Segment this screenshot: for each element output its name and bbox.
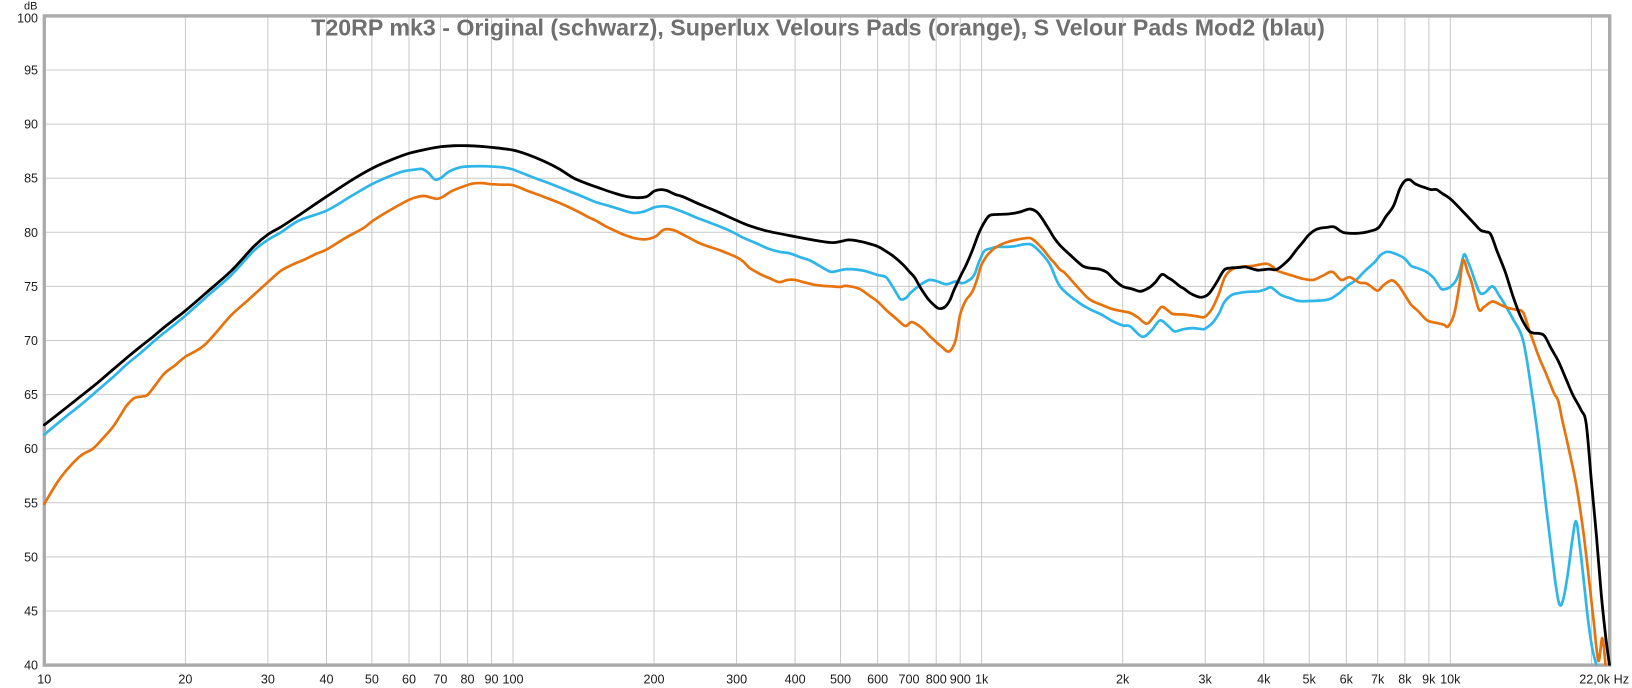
svg-text:85: 85 [24, 172, 38, 186]
svg-text:90: 90 [24, 118, 38, 132]
svg-text:100: 100 [17, 11, 38, 25]
svg-text:500: 500 [830, 672, 851, 686]
svg-text:65: 65 [24, 388, 38, 402]
svg-text:95: 95 [24, 64, 38, 78]
svg-text:90: 90 [484, 672, 498, 686]
svg-text:9k: 9k [1422, 672, 1436, 686]
svg-text:3k: 3k [1199, 672, 1213, 686]
svg-text:40: 40 [24, 659, 38, 673]
svg-text:1k: 1k [975, 672, 989, 686]
svg-text:7k: 7k [1371, 672, 1385, 686]
svg-text:800: 800 [926, 672, 947, 686]
svg-text:700: 700 [898, 672, 919, 686]
svg-text:30: 30 [261, 672, 275, 686]
svg-text:900: 900 [950, 672, 971, 686]
svg-text:60: 60 [402, 672, 416, 686]
svg-text:4k: 4k [1257, 672, 1271, 686]
svg-text:dB: dB [24, 0, 37, 12]
svg-text:22,0k Hz: 22,0k Hz [1579, 672, 1629, 686]
svg-text:100: 100 [502, 672, 523, 686]
svg-text:50: 50 [24, 550, 38, 564]
svg-text:40: 40 [319, 672, 333, 686]
svg-text:20: 20 [178, 672, 192, 686]
svg-text:70: 70 [24, 334, 38, 348]
svg-text:80: 80 [460, 672, 474, 686]
svg-text:45: 45 [24, 605, 38, 619]
svg-text:400: 400 [785, 672, 806, 686]
svg-text:8k: 8k [1398, 672, 1412, 686]
svg-text:60: 60 [24, 442, 38, 456]
svg-text:70: 70 [433, 672, 447, 686]
svg-text:10: 10 [37, 672, 51, 686]
svg-text:50: 50 [365, 672, 379, 686]
svg-text:T20RP mk3 - Original (schwarz): T20RP mk3 - Original (schwarz), Superlux… [311, 14, 1325, 40]
svg-text:75: 75 [24, 280, 38, 294]
svg-text:55: 55 [24, 496, 38, 510]
svg-text:2k: 2k [1116, 672, 1130, 686]
svg-text:80: 80 [24, 226, 38, 240]
svg-text:5k: 5k [1303, 672, 1317, 686]
svg-text:200: 200 [643, 672, 664, 686]
svg-text:600: 600 [867, 672, 888, 686]
svg-text:300: 300 [726, 672, 747, 686]
svg-text:6k: 6k [1340, 672, 1354, 686]
svg-text:10k: 10k [1440, 672, 1461, 686]
